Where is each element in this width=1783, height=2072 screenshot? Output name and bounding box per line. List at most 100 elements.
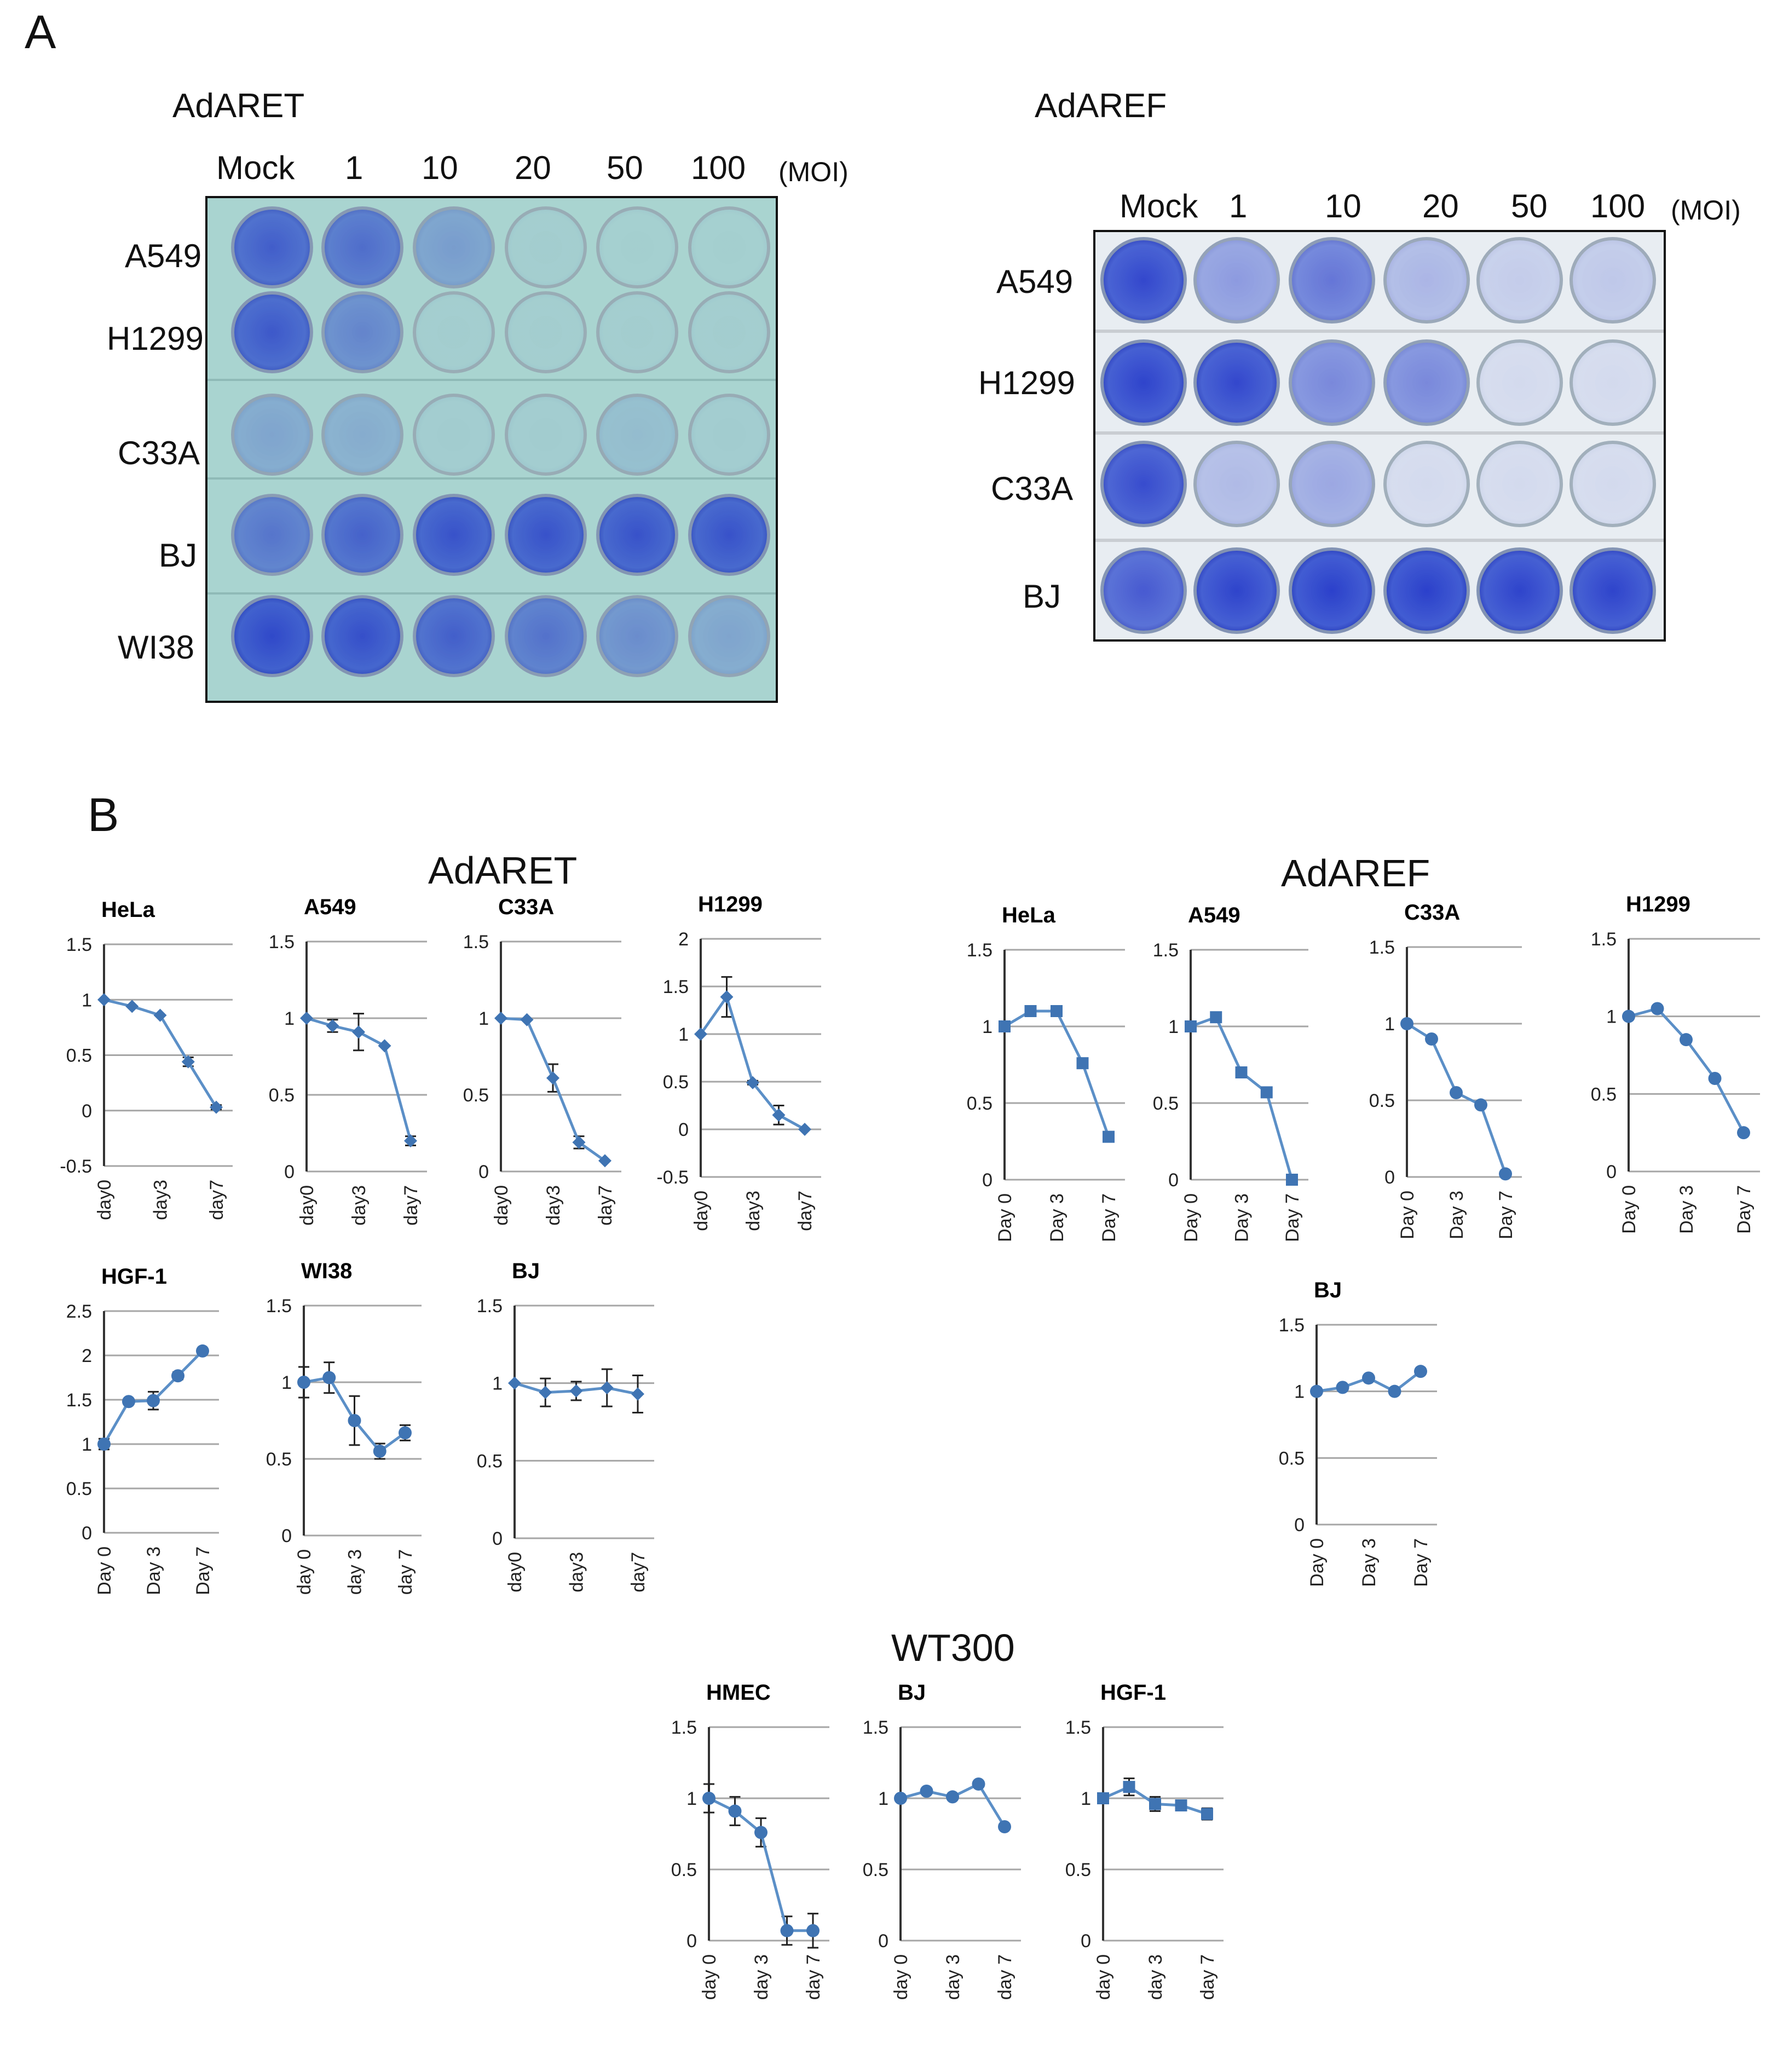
x-tick-label: day3 bbox=[543, 1185, 564, 1226]
plate1-row-a549: A549 bbox=[125, 238, 202, 274]
chart-title: BJ bbox=[1314, 1278, 1342, 1302]
plate1-row-bj: BJ bbox=[159, 537, 198, 574]
y-tick-label: 1 bbox=[878, 1788, 888, 1809]
x-tick-label: Day 7 bbox=[193, 1546, 214, 1595]
x-tick-label: Day 0 bbox=[1619, 1185, 1640, 1234]
data-point bbox=[520, 1013, 534, 1026]
x-tick-label: day 3 bbox=[1145, 1954, 1166, 2000]
y-tick-label: 0.5 bbox=[269, 1085, 295, 1106]
data-point bbox=[1076, 1057, 1089, 1070]
y-tick-label: 1.5 bbox=[1153, 940, 1179, 961]
y-tick-label: 1.5 bbox=[66, 934, 92, 955]
data-point bbox=[1622, 1009, 1635, 1023]
well bbox=[1476, 547, 1563, 634]
x-tick-label: day 0 bbox=[891, 1954, 911, 2000]
plate1-col-50: 50 bbox=[607, 149, 643, 186]
data-point bbox=[946, 1790, 959, 1804]
well bbox=[688, 394, 770, 476]
plate2-col-100: 100 bbox=[1590, 188, 1646, 224]
y-tick-label: 1 bbox=[478, 1008, 489, 1029]
chart-title: C33A bbox=[498, 895, 554, 919]
well bbox=[596, 206, 678, 288]
well bbox=[321, 595, 403, 677]
data-point bbox=[598, 1154, 611, 1168]
y-tick-label: 1 bbox=[1606, 1007, 1617, 1028]
x-tick-label: Day 7 bbox=[1282, 1193, 1303, 1242]
data-point bbox=[1185, 1020, 1197, 1032]
y-tick-label: 0 bbox=[686, 1931, 697, 1952]
data-point bbox=[546, 1071, 559, 1085]
well bbox=[1289, 547, 1375, 634]
well bbox=[1100, 237, 1187, 324]
data-point bbox=[1051, 1005, 1063, 1017]
well bbox=[1100, 441, 1187, 527]
data-point bbox=[1097, 1792, 1109, 1804]
data-point bbox=[920, 1785, 933, 1798]
well bbox=[231, 291, 313, 373]
well bbox=[688, 206, 770, 288]
panel-a-letter: A bbox=[25, 6, 56, 59]
well bbox=[1383, 339, 1470, 426]
data-point bbox=[972, 1777, 985, 1791]
y-tick-label: 0.5 bbox=[463, 1085, 489, 1106]
data-point bbox=[569, 1384, 583, 1398]
well bbox=[413, 595, 495, 677]
well bbox=[1100, 339, 1187, 426]
data-point bbox=[1201, 1808, 1213, 1820]
well bbox=[505, 394, 587, 476]
plate2-row-a549: A549 bbox=[996, 263, 1074, 300]
well bbox=[1289, 441, 1375, 527]
y-tick-label: 1.5 bbox=[1369, 937, 1395, 958]
data-point bbox=[1336, 1381, 1349, 1394]
plate1-col-1: 1 bbox=[345, 149, 363, 186]
plate2-col-10: 10 bbox=[1325, 188, 1361, 224]
data-point bbox=[772, 1108, 786, 1122]
y-tick-label: 0 bbox=[82, 1101, 92, 1122]
well bbox=[321, 291, 403, 373]
well bbox=[1193, 441, 1280, 527]
plate2-col-1: 1 bbox=[1229, 188, 1248, 224]
y-tick-label: 1.5 bbox=[269, 932, 295, 953]
y-tick-label: 2.5 bbox=[66, 1301, 92, 1322]
x-tick-label: Day 7 bbox=[1411, 1538, 1432, 1587]
x-tick-label: day 0 bbox=[1093, 1954, 1114, 2000]
y-tick-label: 1 bbox=[1384, 1014, 1395, 1035]
well bbox=[413, 394, 495, 476]
data-point bbox=[404, 1134, 417, 1147]
chart-title: HeLa bbox=[1002, 903, 1056, 927]
data-point bbox=[572, 1135, 586, 1149]
plate1-row-h1299: H1299 bbox=[107, 320, 204, 357]
y-tick-label: 0.5 bbox=[66, 1046, 92, 1066]
data-point bbox=[1024, 1005, 1037, 1017]
data-point bbox=[494, 1012, 507, 1025]
x-tick-label: day 7 bbox=[1197, 1954, 1218, 2000]
chart-title: A549 bbox=[1188, 903, 1240, 927]
x-tick-label: day3 bbox=[743, 1191, 764, 1231]
x-tick-label: day7 bbox=[401, 1185, 422, 1226]
plate2-row-c33a: C33A bbox=[991, 470, 1074, 507]
x-tick-label: day 7 bbox=[995, 1954, 1015, 2000]
data-point bbox=[352, 1025, 365, 1039]
x-tick-label: day 0 bbox=[699, 1954, 720, 2000]
y-tick-label: 0 bbox=[281, 1526, 292, 1546]
data-point bbox=[631, 1387, 644, 1401]
y-tick-label: 0 bbox=[1294, 1515, 1305, 1536]
y-tick-label: 1 bbox=[284, 1008, 295, 1029]
plate-title-adaret: AdARET bbox=[172, 87, 305, 125]
y-tick-label: 0.5 bbox=[671, 1860, 697, 1880]
x-tick-label: Day 3 bbox=[1359, 1538, 1380, 1587]
data-point bbox=[1123, 1781, 1135, 1793]
y-tick-label: 1.5 bbox=[1065, 1717, 1091, 1738]
well bbox=[321, 394, 403, 476]
data-point bbox=[196, 1344, 209, 1358]
y-tick-label: 1 bbox=[281, 1372, 292, 1393]
plate2-row-bj: BJ bbox=[1023, 578, 1061, 615]
y-tick-label: 0 bbox=[492, 1528, 503, 1549]
y-tick-label: 0 bbox=[982, 1170, 993, 1191]
x-tick-label: day 3 bbox=[345, 1549, 366, 1595]
